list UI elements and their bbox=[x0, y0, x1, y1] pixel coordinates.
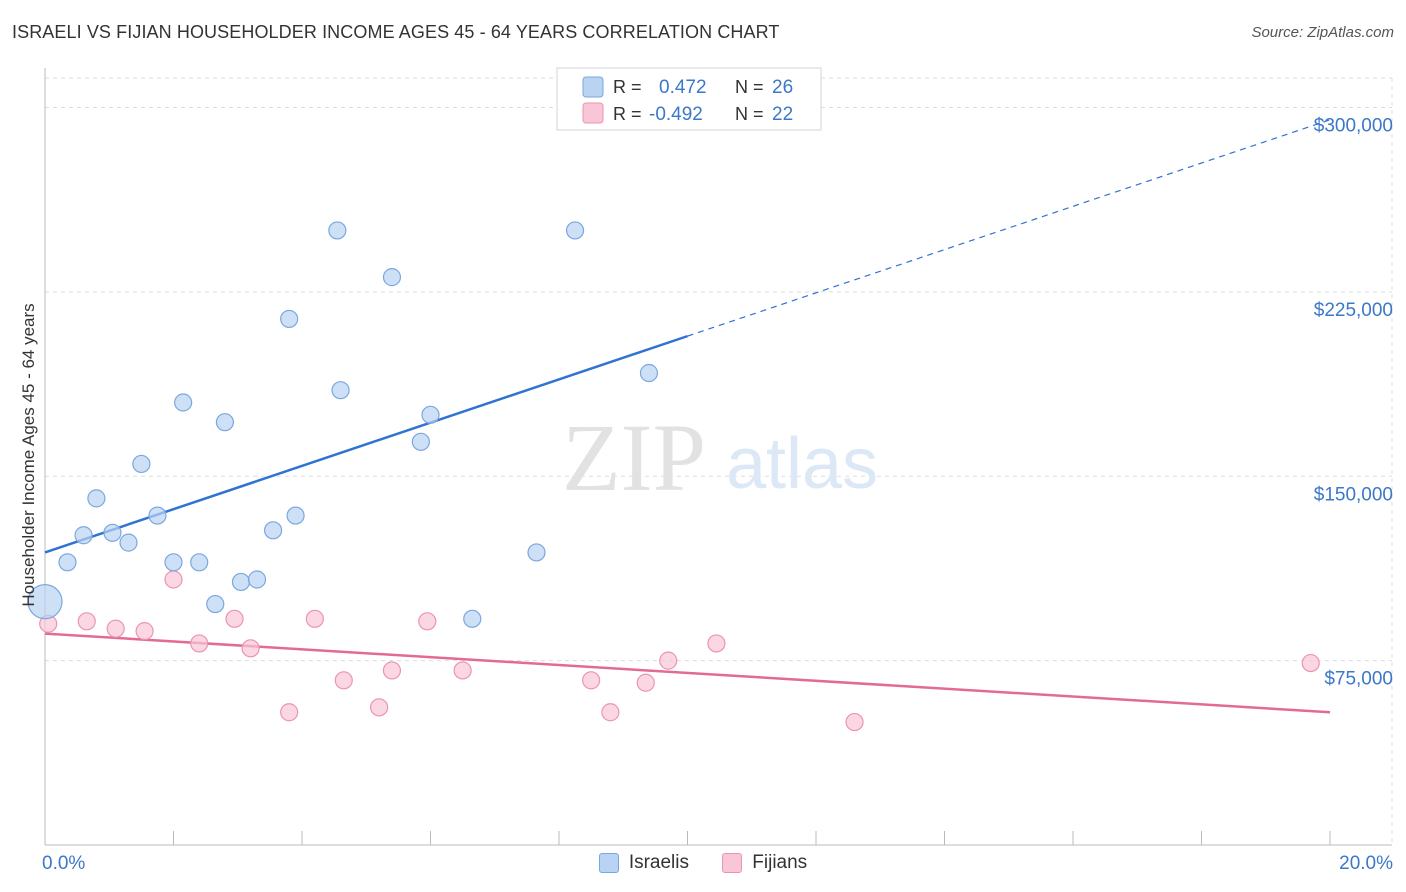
point-israelis bbox=[190, 553, 209, 572]
point-fijians bbox=[334, 671, 353, 690]
point-israelis bbox=[247, 570, 267, 589]
point-fijians bbox=[659, 651, 678, 670]
point-israelis bbox=[215, 413, 234, 432]
legend-item-fijians: Fijians bbox=[722, 852, 807, 874]
legend-israelis-r-value: 0.472 bbox=[659, 77, 707, 98]
point-israelis bbox=[382, 268, 402, 287]
point-fijians bbox=[582, 671, 601, 690]
point-israelis bbox=[328, 221, 347, 240]
legend-bottom-label-israelis: Israelis bbox=[628, 852, 689, 873]
legend-israelis-r-label: R = bbox=[613, 77, 642, 97]
watermark: ZIP atlas bbox=[562, 404, 878, 511]
point-israelis bbox=[87, 489, 106, 508]
legend-fijians-r-label: R = bbox=[613, 104, 642, 124]
y-tick-label: $225,000 bbox=[1314, 300, 1393, 321]
x-tick-label: 0.0% bbox=[42, 853, 85, 874]
point-israelis bbox=[148, 506, 167, 525]
source-label: Source: ZipAtlas.com bbox=[1251, 24, 1394, 41]
point-israelis bbox=[164, 553, 183, 572]
point-israelis bbox=[463, 609, 482, 628]
point-israelis bbox=[206, 594, 225, 614]
legend-israelis-n-value: 26 bbox=[772, 77, 793, 98]
point-israelis bbox=[286, 506, 305, 525]
point-fijians bbox=[453, 661, 472, 680]
point-israelis bbox=[58, 553, 77, 572]
point-fijians bbox=[106, 619, 125, 638]
x-tick-label: 20.0% bbox=[1339, 853, 1393, 874]
point-fijians bbox=[707, 634, 726, 653]
axis-layer: $75,000 $150,000 $225,000 $300,000 0.0% 20.0% bbox=[42, 68, 1393, 874]
point-fijians bbox=[225, 609, 244, 628]
point-israelis bbox=[103, 523, 122, 542]
point-fijians bbox=[370, 698, 389, 717]
legend-fijians-n-label: N = bbox=[735, 104, 764, 124]
point-israelis bbox=[132, 454, 151, 474]
point-fijians bbox=[164, 570, 183, 589]
point-israelis bbox=[411, 432, 430, 451]
y-tick-label: $300,000 bbox=[1314, 116, 1393, 137]
legend-swatch-fijians bbox=[582, 102, 604, 124]
legend-bottom-swatch-fijians bbox=[722, 853, 743, 873]
point-israelis bbox=[421, 405, 440, 424]
legend-bottom-label-fijians: Fijians bbox=[752, 852, 808, 873]
y-tick-label: $75,000 bbox=[1324, 669, 1393, 690]
trend-line-israelis-extension bbox=[687, 119, 1331, 337]
point-fijians bbox=[382, 661, 402, 680]
point-fijians bbox=[77, 612, 96, 631]
point-fijians bbox=[418, 612, 437, 631]
trend-line-fijians bbox=[44, 632, 1331, 714]
point-israelis bbox=[74, 526, 93, 545]
point-fijians bbox=[280, 703, 299, 722]
point-fijians bbox=[636, 673, 655, 692]
grid-layer bbox=[45, 77, 1393, 845]
point-israelis bbox=[565, 221, 585, 240]
point-fijians bbox=[1301, 653, 1320, 673]
y-axis-label: Householder Income Ages 45 - 64 years bbox=[19, 303, 38, 606]
legend-swatch-israelis bbox=[582, 76, 604, 98]
legend-israelis-n-label: N = bbox=[735, 77, 764, 97]
point-fijians bbox=[305, 609, 324, 628]
watermark-zip: ZIP bbox=[562, 404, 706, 511]
legend-top: R = 0.472 N = 26 R = -0.492 N = 22 bbox=[556, 67, 822, 131]
point-israelis bbox=[280, 309, 299, 329]
legend-fijians-n-value: 22 bbox=[772, 104, 793, 125]
point-israelis bbox=[119, 533, 138, 552]
point-fijians bbox=[845, 712, 864, 732]
point-fijians bbox=[190, 634, 209, 653]
chart-title: ISRAELI VS FIJIAN HOUSEHOLDER INCOME AGE… bbox=[12, 22, 780, 42]
legend-bottom: Israelis Fijians bbox=[0, 852, 1406, 879]
point-israelis bbox=[231, 572, 251, 592]
point-israelis bbox=[639, 363, 659, 383]
point-israelis bbox=[174, 393, 193, 412]
point-israelis bbox=[27, 584, 63, 620]
points-layer bbox=[27, 221, 1320, 732]
point-fijians bbox=[241, 639, 260, 658]
point-fijians bbox=[601, 703, 620, 722]
legend-item-israelis: Israelis bbox=[598, 852, 689, 874]
point-israelis bbox=[263, 521, 283, 540]
legend-fijians-r-value: -0.492 bbox=[649, 104, 703, 125]
y-tick-label: $150,000 bbox=[1314, 484, 1393, 505]
point-fijians bbox=[135, 622, 154, 641]
point-israelis bbox=[331, 381, 350, 400]
legend-bottom-swatch-israelis bbox=[598, 853, 619, 873]
watermark-atlas: atlas bbox=[726, 424, 878, 504]
point-israelis bbox=[527, 543, 546, 562]
